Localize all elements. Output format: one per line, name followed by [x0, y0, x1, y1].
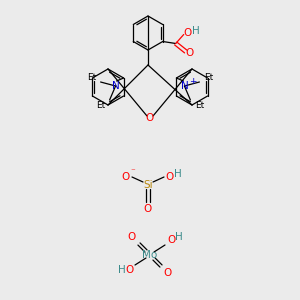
Text: O: O — [184, 28, 192, 38]
Text: H: H — [118, 265, 126, 275]
Text: Si: Si — [143, 180, 153, 190]
Text: Et: Et — [96, 101, 106, 110]
Text: H: H — [192, 26, 200, 37]
Text: O: O — [126, 265, 134, 275]
Text: H: H — [175, 232, 183, 242]
Text: O: O — [164, 268, 172, 278]
Text: ⁻: ⁻ — [130, 167, 135, 176]
Text: O: O — [128, 232, 136, 242]
Text: Et: Et — [195, 101, 205, 110]
Text: Mo: Mo — [142, 250, 158, 260]
Text: Et: Et — [87, 74, 97, 82]
Text: O: O — [146, 113, 154, 123]
Text: O: O — [186, 47, 194, 58]
Text: O: O — [167, 235, 175, 245]
Text: N: N — [112, 81, 119, 91]
Text: +: + — [189, 77, 196, 86]
Text: O: O — [144, 204, 152, 214]
Text: N: N — [181, 81, 188, 91]
Text: O: O — [122, 172, 130, 182]
Text: Et: Et — [204, 74, 214, 82]
Text: O: O — [166, 172, 174, 182]
Text: H: H — [174, 169, 182, 179]
